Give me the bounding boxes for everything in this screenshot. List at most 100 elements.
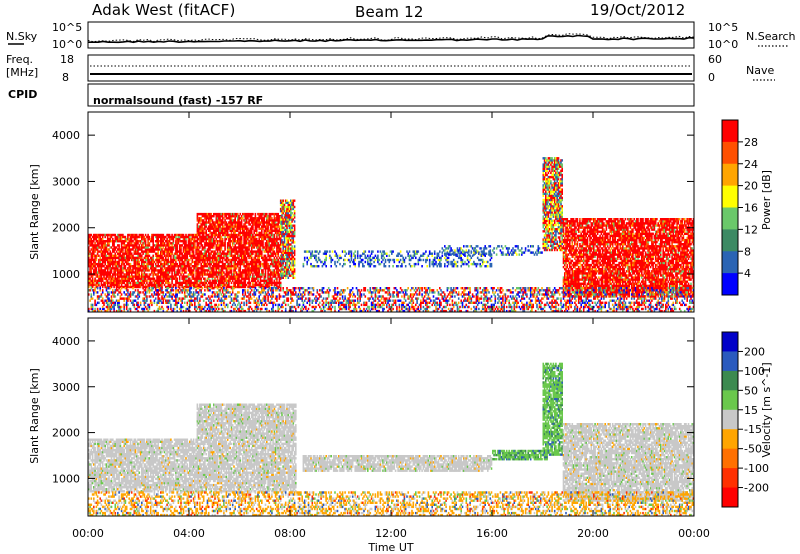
range-cell bbox=[231, 253, 233, 255]
range-cell bbox=[157, 250, 159, 252]
range-cell bbox=[325, 253, 327, 255]
range-cell bbox=[94, 278, 96, 280]
range-cell bbox=[377, 255, 379, 257]
range-cell bbox=[265, 275, 267, 277]
range-cell bbox=[255, 215, 257, 217]
range-cell bbox=[277, 253, 279, 255]
range-cell bbox=[337, 257, 339, 259]
range-cell bbox=[174, 269, 176, 271]
range-cell bbox=[241, 240, 243, 242]
range-cell bbox=[96, 238, 98, 240]
range-cell bbox=[407, 253, 409, 255]
range-cell bbox=[256, 238, 258, 240]
range-cell bbox=[444, 253, 446, 255]
range-cell bbox=[163, 282, 165, 284]
range-cell bbox=[550, 188, 552, 190]
range-cell bbox=[154, 278, 156, 280]
range-cell bbox=[549, 184, 551, 186]
range-cell bbox=[294, 229, 296, 231]
range-cell bbox=[253, 275, 255, 277]
range-cell bbox=[209, 265, 211, 267]
range-cell bbox=[149, 242, 151, 244]
range-cell bbox=[502, 247, 504, 249]
range-cell bbox=[477, 257, 479, 259]
range-cell bbox=[92, 242, 94, 244]
range-cell bbox=[248, 280, 250, 282]
freq-label: Freq. bbox=[6, 53, 33, 66]
range-cell bbox=[357, 250, 359, 252]
range-cell bbox=[223, 275, 225, 277]
range-cell bbox=[416, 253, 418, 255]
range-cell bbox=[216, 282, 218, 284]
range-cell bbox=[449, 245, 451, 247]
range-cell bbox=[317, 250, 319, 252]
range-cell bbox=[184, 263, 186, 265]
range-cell bbox=[92, 275, 94, 277]
nsky-trace bbox=[88, 36, 694, 43]
range-cell bbox=[538, 249, 540, 251]
range-cell bbox=[128, 259, 130, 261]
range-cell bbox=[362, 263, 364, 265]
range-cell bbox=[202, 244, 204, 246]
range-cell bbox=[462, 259, 464, 261]
range-cell bbox=[291, 216, 293, 218]
range-cell bbox=[234, 269, 236, 271]
range-cell bbox=[142, 244, 144, 246]
freq-panel-frame bbox=[88, 55, 694, 81]
range-cell bbox=[120, 253, 122, 255]
range-cell bbox=[213, 215, 215, 217]
range-cell bbox=[397, 265, 399, 267]
range-cell bbox=[93, 240, 95, 242]
range-cell bbox=[237, 253, 239, 255]
range-cell bbox=[473, 261, 475, 263]
range-cell bbox=[276, 278, 278, 280]
range-cell bbox=[426, 265, 428, 267]
range-cell bbox=[286, 229, 288, 231]
range-cell bbox=[460, 251, 462, 253]
range-cell bbox=[252, 228, 254, 230]
range-cell bbox=[467, 263, 469, 265]
range-cell bbox=[401, 255, 403, 257]
range-cell bbox=[146, 280, 148, 282]
range-cell bbox=[452, 249, 454, 251]
range-cell bbox=[110, 238, 112, 240]
range-cell bbox=[361, 255, 363, 257]
range-cell bbox=[519, 253, 521, 255]
range-cell bbox=[132, 278, 134, 280]
range-cell bbox=[258, 225, 260, 227]
range-cell bbox=[341, 257, 343, 259]
range-cell bbox=[231, 217, 233, 219]
range-cell bbox=[414, 265, 416, 267]
range-cell bbox=[103, 275, 105, 277]
range-cell bbox=[277, 255, 279, 257]
range-cell bbox=[348, 253, 350, 255]
range-cell bbox=[217, 242, 219, 244]
range-cell bbox=[310, 263, 312, 265]
range-cell bbox=[265, 269, 267, 271]
range-cell bbox=[351, 250, 353, 252]
range-cell bbox=[325, 265, 327, 267]
range-cell bbox=[93, 282, 95, 284]
range-cell bbox=[123, 242, 125, 244]
range-cell bbox=[288, 277, 290, 279]
range-cell bbox=[491, 265, 493, 267]
range-cell bbox=[163, 257, 165, 259]
range-cell bbox=[147, 265, 149, 267]
range-cell bbox=[131, 238, 133, 240]
range-cell bbox=[104, 269, 106, 271]
range-cell bbox=[237, 230, 239, 232]
range-cell bbox=[147, 240, 149, 242]
range-cell bbox=[163, 240, 165, 242]
range-cell bbox=[157, 238, 159, 240]
range-cell bbox=[405, 265, 407, 267]
range-cell bbox=[240, 230, 242, 232]
range-cell bbox=[493, 251, 495, 253]
range-cell bbox=[92, 267, 94, 269]
range-cell bbox=[377, 257, 379, 259]
range-cell bbox=[410, 259, 412, 261]
range-cell bbox=[334, 261, 336, 263]
range-cell bbox=[110, 265, 112, 267]
range-cell bbox=[240, 265, 242, 267]
range-cell bbox=[545, 161, 547, 163]
range-cell bbox=[394, 259, 396, 261]
